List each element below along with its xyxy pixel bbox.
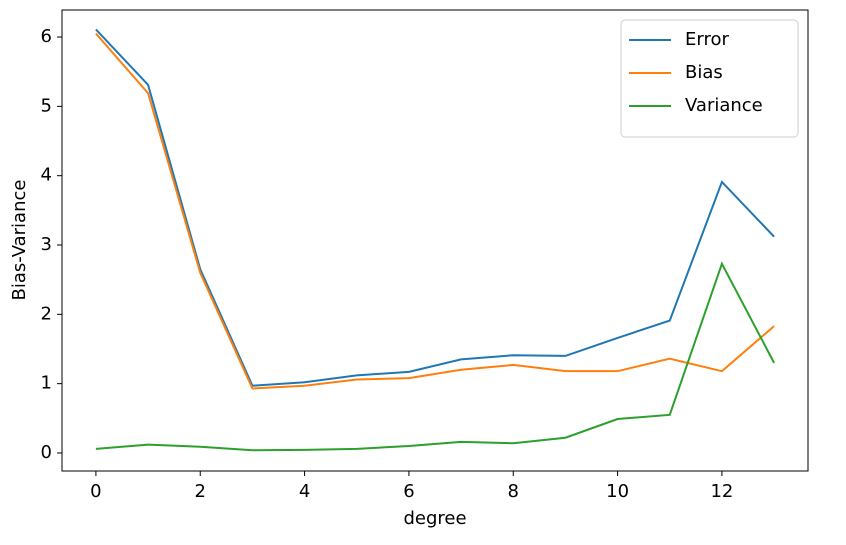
y-tick-label: 1 <box>41 373 52 394</box>
x-axis-label: degree <box>403 508 466 529</box>
legend-label: Error <box>685 29 729 50</box>
legend-label: Bias <box>685 62 723 83</box>
legend-label: Variance <box>685 95 763 116</box>
x-tick-label: 2 <box>195 481 206 502</box>
x-tick-label: 8 <box>508 481 519 502</box>
y-axis-label: Bias-Variance <box>9 180 30 301</box>
x-tick-label: 12 <box>710 481 733 502</box>
y-tick-label: 4 <box>41 165 52 186</box>
series-line <box>95 28 775 387</box>
x-tick-label: 6 <box>403 481 414 502</box>
plot-frame <box>61 9 809 472</box>
x-tick-label: 10 <box>606 481 629 502</box>
y-tick-label: 5 <box>41 95 52 116</box>
y-tick-label: 3 <box>41 234 52 255</box>
x-tick-label: 4 <box>299 481 310 502</box>
legend-box <box>620 19 799 138</box>
y-tick-label: 0 <box>41 442 52 463</box>
y-tick-label: 6 <box>41 26 52 47</box>
series-line <box>95 261 775 452</box>
x-tick-label: 0 <box>90 481 101 502</box>
series-line <box>95 32 775 390</box>
y-tick-label: 2 <box>41 303 52 324</box>
